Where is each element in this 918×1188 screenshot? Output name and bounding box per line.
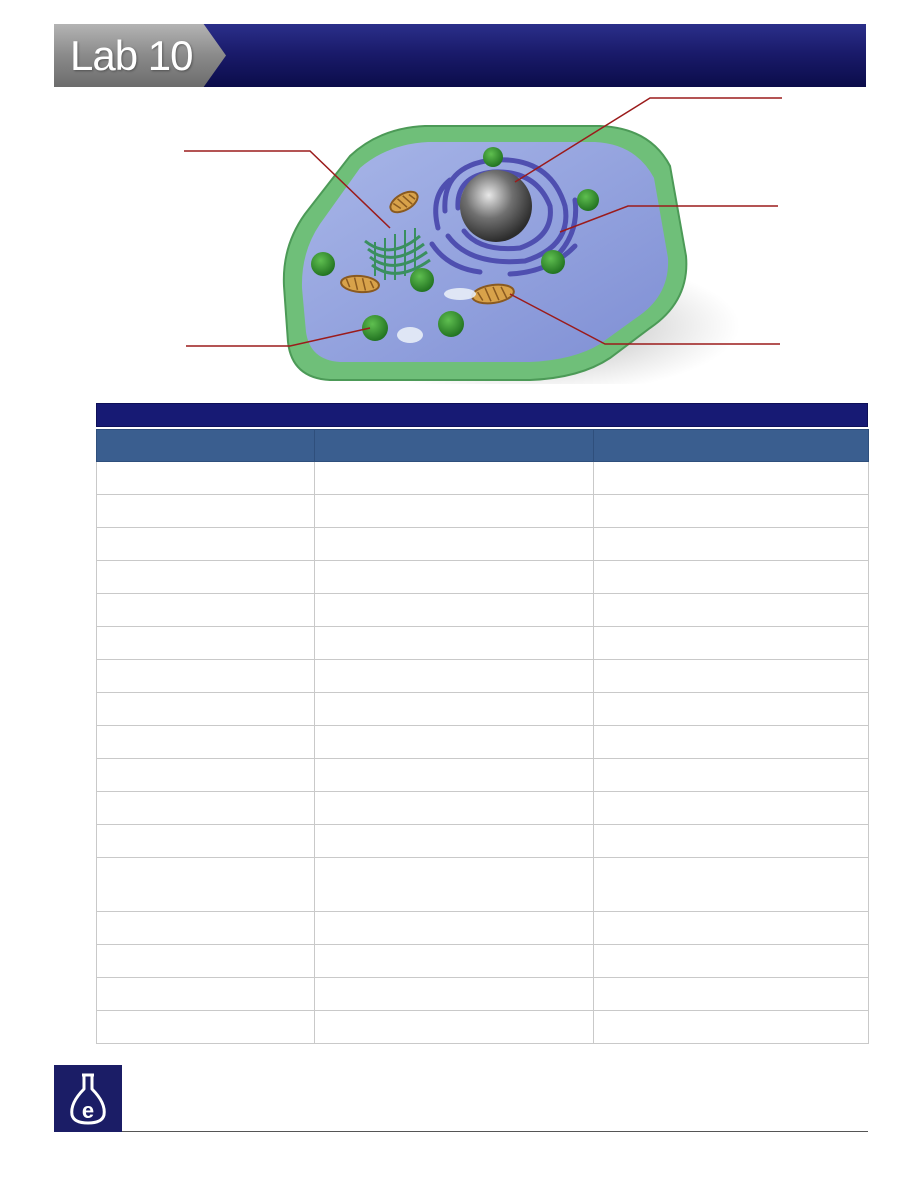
table-cell[interactable] bbox=[96, 494, 315, 528]
table-cell[interactable] bbox=[593, 791, 869, 825]
table-cell[interactable] bbox=[593, 494, 869, 528]
table-cell[interactable] bbox=[314, 725, 594, 759]
table-cell[interactable] bbox=[314, 692, 594, 726]
table-cell[interactable] bbox=[314, 911, 594, 945]
table-cell[interactable] bbox=[593, 626, 869, 660]
table-cell[interactable] bbox=[96, 626, 315, 660]
flask-e-logo: e bbox=[54, 1065, 122, 1132]
table-row bbox=[96, 725, 869, 759]
table-row bbox=[96, 527, 869, 561]
table-cell[interactable] bbox=[96, 725, 315, 759]
table-cell[interactable] bbox=[593, 758, 869, 792]
table-cell[interactable] bbox=[314, 977, 594, 1011]
table-cell[interactable] bbox=[96, 824, 315, 858]
table-row bbox=[96, 1010, 869, 1044]
table-row bbox=[96, 494, 869, 528]
table-row bbox=[96, 758, 869, 792]
table-cell[interactable] bbox=[314, 758, 594, 792]
leader-line-er bbox=[559, 205, 778, 233]
table-row bbox=[96, 944, 869, 978]
table-cell[interactable] bbox=[593, 944, 869, 978]
table-cell[interactable] bbox=[593, 1010, 869, 1044]
table-cell[interactable] bbox=[314, 626, 594, 660]
table-cell[interactable] bbox=[593, 824, 869, 858]
table-cell[interactable] bbox=[96, 560, 315, 594]
table-title-bar bbox=[96, 403, 868, 427]
table-row bbox=[96, 560, 869, 594]
table-row bbox=[96, 593, 869, 627]
table-cell[interactable] bbox=[593, 725, 869, 759]
table-cell[interactable] bbox=[593, 911, 869, 945]
table-cell[interactable] bbox=[593, 659, 869, 693]
table-cell[interactable] bbox=[96, 692, 315, 726]
table-cell[interactable] bbox=[96, 791, 315, 825]
table-row bbox=[96, 692, 869, 726]
lab-title: Lab 10 bbox=[70, 32, 193, 79]
table-cell[interactable] bbox=[593, 692, 869, 726]
organelle-table bbox=[96, 403, 869, 1044]
lab-number-tab: Lab 10 bbox=[54, 24, 226, 87]
column-header bbox=[96, 429, 315, 462]
table-cell[interactable] bbox=[314, 494, 594, 528]
column-header bbox=[314, 429, 594, 462]
leader-line-lysosome bbox=[186, 327, 371, 347]
nucleus bbox=[460, 170, 532, 242]
table-cell[interactable] bbox=[314, 593, 594, 627]
table-cell[interactable] bbox=[593, 593, 869, 627]
table-cell[interactable] bbox=[314, 791, 594, 825]
table-cell[interactable] bbox=[96, 911, 315, 945]
vacuoles bbox=[397, 288, 476, 343]
table-cell[interactable] bbox=[314, 461, 594, 495]
table-row bbox=[96, 977, 869, 1011]
table-cell[interactable] bbox=[593, 857, 869, 912]
table-cell[interactable] bbox=[96, 461, 315, 495]
table-row bbox=[96, 791, 869, 825]
table-cell[interactable] bbox=[314, 659, 594, 693]
table-cell[interactable] bbox=[314, 824, 594, 858]
table-cell[interactable] bbox=[314, 560, 594, 594]
golgi-apparatus bbox=[364, 228, 431, 280]
organelle-grid bbox=[96, 429, 869, 1044]
table-cell[interactable] bbox=[314, 527, 594, 561]
table-cell[interactable] bbox=[314, 1010, 594, 1044]
table-cell[interactable] bbox=[314, 944, 594, 978]
table-row bbox=[96, 659, 869, 693]
leader-line-golgi bbox=[184, 150, 391, 229]
table-cell[interactable] bbox=[96, 857, 315, 912]
leader-line-nucleus bbox=[514, 97, 782, 183]
table-row bbox=[96, 461, 869, 495]
table-row bbox=[96, 857, 869, 912]
table-header-row bbox=[96, 429, 869, 462]
table-cell[interactable] bbox=[593, 527, 869, 561]
flask-e-logo-icon: e bbox=[70, 1073, 106, 1125]
table-cell[interactable] bbox=[593, 461, 869, 495]
table-cell[interactable] bbox=[593, 977, 869, 1011]
column-header bbox=[593, 429, 869, 462]
table-row bbox=[96, 911, 869, 945]
table-cell[interactable] bbox=[96, 944, 315, 978]
table-cell[interactable] bbox=[96, 659, 315, 693]
animal-cell-diagram-icon bbox=[184, 97, 782, 384]
table-cell[interactable] bbox=[96, 758, 315, 792]
cell-body bbox=[282, 125, 688, 381]
table-cell[interactable] bbox=[96, 977, 315, 1011]
svg-text:e: e bbox=[82, 1098, 94, 1123]
leader-line-mitochondrion bbox=[509, 293, 780, 345]
lysosomes bbox=[311, 147, 599, 341]
table-row bbox=[96, 824, 869, 858]
table-cell[interactable] bbox=[96, 527, 315, 561]
animal-cell-diagram bbox=[180, 96, 784, 384]
table-cell[interactable] bbox=[96, 1010, 315, 1044]
table-cell[interactable] bbox=[96, 593, 315, 627]
leader-lines bbox=[184, 97, 782, 347]
table-row bbox=[96, 626, 869, 660]
table-cell[interactable] bbox=[314, 857, 594, 912]
table-cell[interactable] bbox=[593, 560, 869, 594]
footer-rule bbox=[122, 1131, 868, 1132]
